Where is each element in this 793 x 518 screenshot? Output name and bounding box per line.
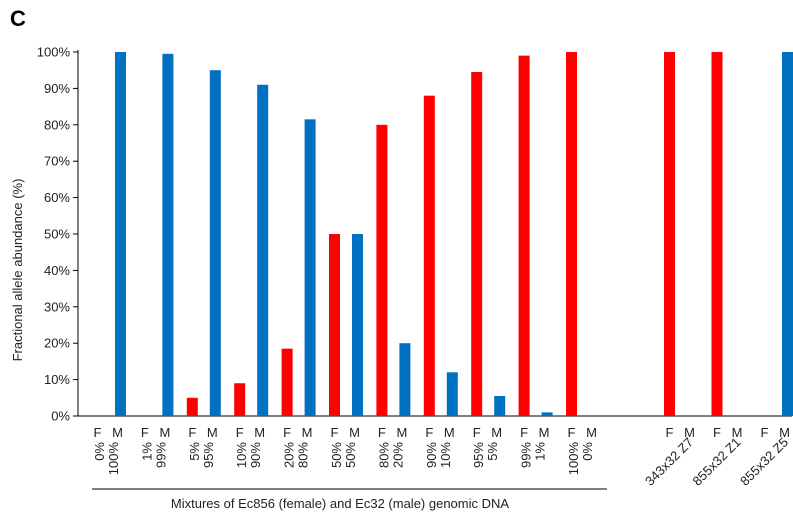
y-tick-label: 20%: [44, 336, 70, 351]
mixture-label-f: F: [283, 425, 291, 440]
sample-label-m: M: [779, 425, 790, 440]
mixture-label-f: F: [236, 425, 244, 440]
mixture-female-pct: 50%: [329, 442, 344, 468]
mixture-male-pct: 5%: [485, 442, 500, 461]
mixture-bar-m: [446, 372, 458, 416]
mixture-label-m: M: [207, 425, 218, 440]
mixture-bar-m: [115, 52, 126, 416]
mixture-label-f: F: [141, 425, 149, 440]
mixture-label-m: M: [396, 425, 407, 440]
y-tick-label: 70%: [44, 154, 70, 169]
mixture-bar-f: [186, 397, 198, 416]
mixture-male-pct: 99%: [153, 442, 168, 468]
mixture-label-m: M: [302, 425, 313, 440]
y-axis-title: Fractional allele abundance (%): [10, 179, 25, 362]
y-tick-label: 90%: [44, 81, 70, 96]
y-axis: 0% 10% 20% 30% 40% 50% 60% 70% 80% 90% 100%: [37, 45, 792, 424]
sample-label-f: F: [713, 425, 721, 440]
mixture-bar-m: [304, 119, 316, 416]
bars: [115, 52, 793, 417]
mixture-female-pct: 10%: [234, 442, 249, 468]
mixture-bar-m: [352, 234, 363, 416]
sample-label: 855x32 Z1: [690, 435, 744, 489]
mixture-label-m: M: [586, 425, 597, 440]
mixture-label-f: F: [568, 425, 576, 440]
mixture-male-pct: 95%: [201, 442, 216, 468]
sample-bar-m: [782, 52, 793, 416]
x-axis-title: Mixtures of Ec856 (female) and Ec32 (mal…: [171, 496, 509, 511]
panel-label: C: [10, 6, 26, 31]
mixture-male-pct: 1%: [533, 442, 548, 461]
mixture-label-m: M: [254, 425, 265, 440]
mixture-label-m: M: [444, 425, 455, 440]
sample-label-m: M: [684, 425, 695, 440]
mixture-label-f: F: [378, 425, 386, 440]
mixture-female-pct: 100%: [566, 442, 581, 476]
mixture-bar-m: [162, 53, 174, 416]
y-tick-label: 0%: [51, 409, 70, 424]
y-tick-label: 10%: [44, 372, 70, 387]
mixture-male-pct: 80%: [296, 442, 311, 468]
mixture-bar-m: [209, 70, 221, 416]
mixture-female-pct: 0%: [92, 442, 107, 461]
mixture-label-f: F: [473, 425, 481, 440]
mixture-female-pct: 99%: [519, 442, 534, 468]
mixture-female-pct: 80%: [376, 442, 391, 468]
mixture-label-m: M: [112, 425, 123, 440]
mixture-bar-m: [257, 84, 269, 416]
mixture-bar-f: [423, 95, 435, 417]
mixture-label-m: M: [539, 425, 550, 440]
mixture-bar-f: [281, 348, 293, 416]
sample-bar-f: [711, 52, 723, 416]
y-tick-label: 50%: [44, 227, 70, 242]
mixture-female-pct: 90%: [424, 442, 439, 468]
sample-label-m: M: [732, 425, 743, 440]
mixture-female-pct: 20%: [282, 442, 297, 468]
mixture-male-pct: 50%: [343, 442, 358, 468]
y-tick-label: 80%: [44, 117, 70, 132]
mixture-male-pct: 90%: [248, 442, 263, 468]
mixture-bar-f: [329, 234, 340, 416]
mixture-bar-m: [494, 395, 506, 416]
sample-label: 855x32 Z5: [737, 435, 791, 489]
mixture-bar-f: [518, 55, 530, 416]
mixture-female-pct: 95%: [471, 442, 486, 468]
mixture-label-m: M: [159, 425, 170, 440]
mixture-label-f: F: [331, 425, 339, 440]
mixture-bar-f: [376, 124, 388, 417]
mixture-label-f: F: [94, 425, 102, 440]
mixture-label-m: M: [349, 425, 360, 440]
mixture-label-m: M: [491, 425, 502, 440]
mixture-bar-m: [399, 343, 411, 416]
mixture-bar-f: [471, 72, 483, 417]
sample-label: 343x32 Z7: [642, 435, 696, 489]
y-tick-label: 100%: [37, 45, 71, 60]
sample-bar-f: [664, 52, 675, 416]
sample-label-f: F: [666, 425, 674, 440]
mixture-male-pct: 0%: [580, 442, 595, 461]
mixture-male-pct: 10%: [438, 442, 453, 468]
x-axis-labels: F M0% 100%F M1% 99%F M5% 95%F M10% 90%F M20% 80%F M…: [92, 425, 791, 490]
mixture-bar-f: [234, 383, 246, 416]
y-tick-label: 60%: [44, 190, 70, 205]
mixture-female-pct: 1%: [139, 442, 154, 461]
mixture-label-f: F: [425, 425, 433, 440]
y-tick-label: 40%: [44, 263, 70, 278]
sample-label-f: F: [761, 425, 769, 440]
y-tick-label: 30%: [44, 299, 70, 314]
mixture-bar-f: [566, 52, 577, 416]
mixture-bar-m: [541, 412, 553, 416]
mixture-female-pct: 5%: [187, 442, 202, 461]
mixture-male-pct: 100%: [106, 442, 121, 476]
mixture-label-f: F: [188, 425, 196, 440]
mixture-label-f: F: [520, 425, 528, 440]
mixture-male-pct: 20%: [390, 442, 405, 468]
